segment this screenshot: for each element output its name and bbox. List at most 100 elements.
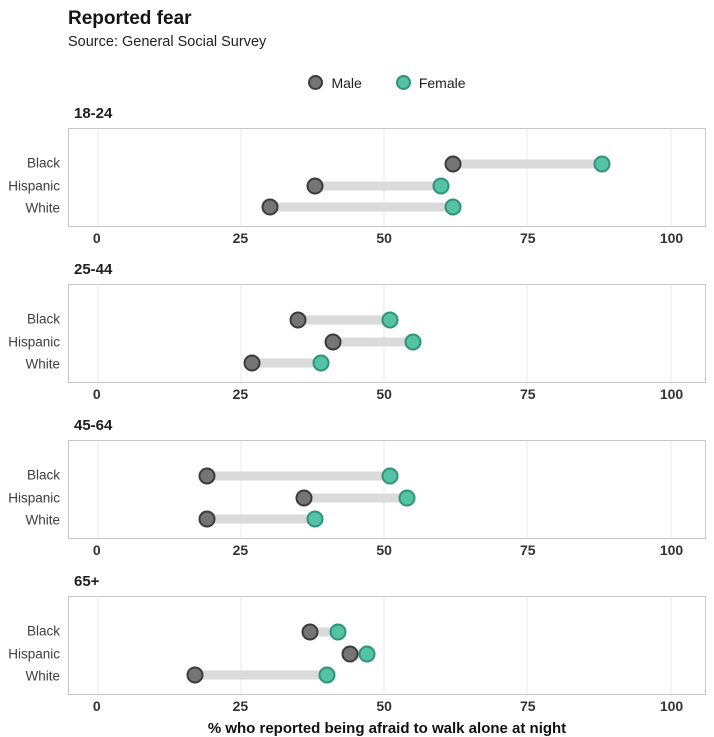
category-label: White — [25, 512, 60, 528]
gridline — [670, 440, 672, 538]
legend-item-male: Male — [308, 74, 362, 91]
gridline — [240, 128, 242, 226]
female-dot — [404, 333, 422, 351]
chart-header: Reported fear Source: General Social Sur… — [10, 8, 706, 50]
female-dot — [398, 489, 416, 507]
male-swatch-icon — [308, 75, 324, 91]
female-dot — [329, 623, 347, 641]
gridline — [670, 596, 672, 694]
gridline — [526, 440, 528, 538]
female-dot — [432, 177, 450, 195]
category-label: Black — [26, 467, 60, 483]
connector-bar — [349, 649, 367, 659]
x-tick-label: 100 — [659, 385, 684, 402]
gridline — [383, 128, 385, 226]
x-tick-label: 50 — [376, 541, 392, 558]
male-dot — [289, 311, 307, 329]
female-dot — [444, 198, 462, 216]
male-dot — [243, 354, 261, 372]
y-axis-labels: Black Hispanic White — [8, 284, 68, 383]
connector-bar — [315, 181, 442, 191]
gridline — [240, 440, 242, 538]
category-label: Hispanic — [8, 646, 60, 662]
male-dot — [341, 645, 359, 663]
age-panel-block: 45-64 Black Hispanic White 0 25 50 75 100 — [8, 404, 706, 560]
gridline — [526, 284, 528, 382]
plot-area — [68, 283, 706, 383]
x-tick-label: 50 — [376, 385, 392, 402]
x-axis-title: % who reported being afraid to walk alon… — [207, 719, 567, 737]
female-dot — [306, 510, 324, 528]
x-axis-ticks: 0 25 50 75 100 — [68, 695, 706, 716]
female-dot — [381, 311, 399, 329]
category-label: White — [25, 356, 60, 372]
female-dot — [312, 354, 330, 372]
x-tick-label: 0 — [92, 385, 101, 402]
x-axis-ticks: 0 25 50 75 100 — [68, 539, 706, 560]
male-dot — [295, 489, 313, 507]
gridline — [670, 128, 672, 226]
male-dot — [198, 510, 215, 528]
age-panel-block: 18-24 Black Hispanic White 0 25 50 75 100 — [8, 92, 706, 248]
gridline — [383, 596, 385, 694]
plot-area — [68, 439, 706, 539]
gridline — [240, 596, 242, 694]
male-dot — [306, 177, 324, 195]
x-axis-ticks: 0 25 50 75 100 — [68, 227, 706, 248]
female-dot — [381, 467, 399, 485]
y-axis-labels: Black Hispanic White — [8, 596, 68, 695]
x-tick-label: 75 — [520, 541, 536, 558]
age-group-label: 25-44 — [74, 260, 113, 278]
female-swatch-icon — [395, 75, 411, 91]
male-dot — [324, 333, 342, 351]
gridline — [670, 284, 672, 382]
gridline — [383, 284, 385, 382]
connector-bar — [195, 670, 327, 680]
y-axis-labels: Black Hispanic White — [8, 128, 68, 227]
age-panel-block: 65+ Black Hispanic White 0 25 50 75 100 — [8, 560, 706, 716]
chart-title: Reported fear — [68, 8, 192, 29]
gridline — [97, 128, 99, 226]
gridline — [240, 284, 242, 382]
age-panel-block: 25-44 Black Hispanic White 0 25 50 75 100 — [8, 248, 706, 404]
category-label: Black — [26, 623, 60, 639]
x-tick-label: 25 — [232, 385, 249, 402]
gridline — [97, 284, 99, 382]
plot-area — [68, 127, 706, 227]
x-tick-label: 0 — [92, 697, 101, 714]
gridline — [97, 440, 99, 538]
category-label: Black — [26, 311, 60, 327]
category-label: Black — [26, 155, 60, 171]
x-tick-label: 25 — [232, 697, 249, 714]
x-tick-label: 100 — [659, 541, 684, 558]
connector-bar — [252, 358, 322, 368]
connector-bar — [309, 627, 339, 637]
x-tick-label: 25 — [232, 229, 249, 246]
category-label: Hispanic — [8, 490, 60, 506]
legend-item-female: Female — [395, 75, 466, 91]
female-dot — [593, 155, 611, 173]
gridline — [526, 128, 528, 226]
x-tick-label: 0 — [92, 229, 101, 246]
x-tick-label: 75 — [520, 697, 536, 714]
legend-label: Male — [331, 74, 362, 91]
male-dot — [301, 623, 319, 641]
female-dot — [358, 645, 376, 663]
gridline — [526, 596, 528, 694]
connector-bar — [206, 514, 316, 524]
x-tick-label: 100 — [659, 229, 684, 246]
male-dot — [444, 155, 462, 173]
connector-bar — [206, 471, 390, 481]
x-tick-label: 75 — [520, 229, 536, 246]
connector-bar — [452, 159, 602, 169]
x-tick-label: 0 — [92, 541, 101, 558]
male-dot — [261, 198, 279, 216]
gridline — [383, 440, 385, 538]
age-group-label: 65+ — [74, 572, 100, 590]
legend: Male Female — [10, 74, 706, 92]
chart-subtitle: Source: General Social Survey — [68, 33, 267, 50]
x-tick-label: 25 — [232, 541, 249, 558]
gridline — [97, 596, 99, 694]
x-tick-label: 100 — [659, 697, 684, 714]
